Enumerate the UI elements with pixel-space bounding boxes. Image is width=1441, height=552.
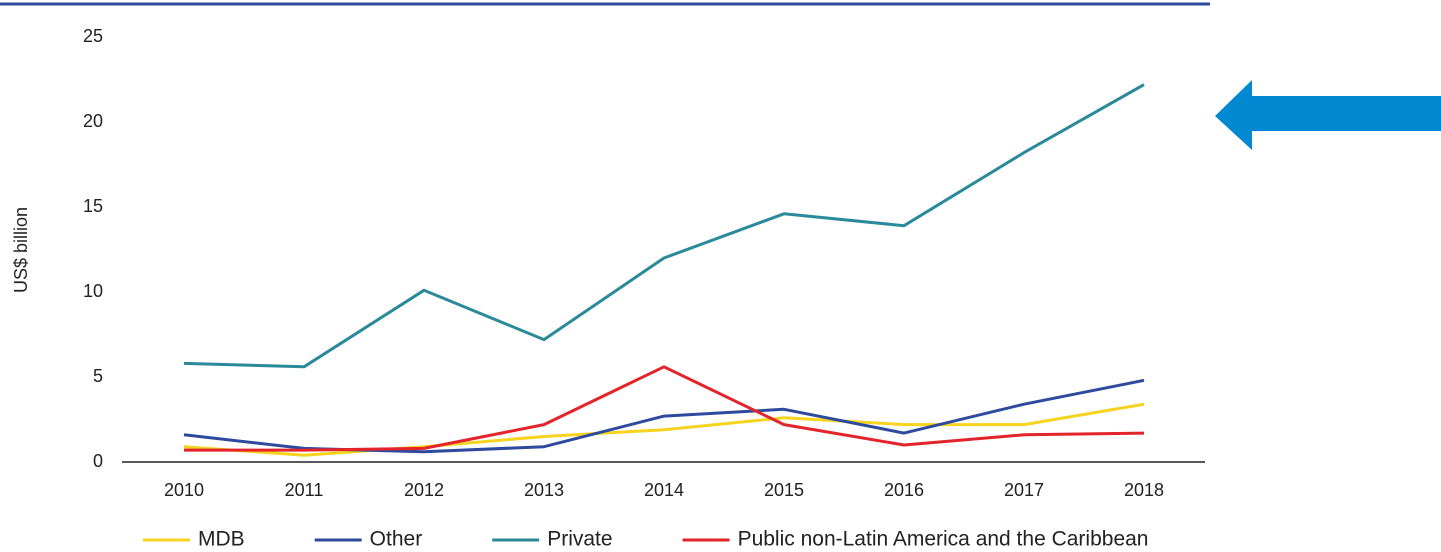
series-line: [183, 378, 1145, 454]
y-tick-label: 25: [83, 26, 103, 46]
x-tick-label: 2012: [404, 480, 444, 500]
x-tick-label: 2017: [1004, 480, 1044, 500]
x-tick-label: 2013: [524, 480, 564, 500]
series-line: [183, 83, 1145, 369]
x-tick-label: 2018: [1124, 480, 1164, 500]
legend-label: Other: [370, 528, 423, 551]
x-tick-label: 2010: [164, 480, 204, 500]
y-tick-label: 20: [83, 111, 103, 131]
legend-label: Public non-Latin America and the Caribbe…: [738, 528, 1149, 551]
y-tick-label: 10: [83, 281, 103, 301]
legend-label: MDB: [198, 528, 245, 551]
legend-label: Private: [547, 528, 612, 551]
series-line: [184, 365, 1145, 452]
series-line: [183, 402, 1145, 457]
y-tick-label: 0: [93, 451, 103, 471]
x-tick-label: 2015: [764, 480, 804, 500]
x-tick-label: 2011: [285, 480, 324, 500]
x-tick-label: 2016: [884, 480, 924, 500]
arrow: [1215, 80, 1441, 150]
y-tick-label: 15: [83, 196, 103, 216]
y-axis-label: US$ billion: [11, 207, 31, 293]
y-tick-label: 5: [93, 366, 103, 386]
x-tick-label: 2014: [644, 480, 684, 500]
